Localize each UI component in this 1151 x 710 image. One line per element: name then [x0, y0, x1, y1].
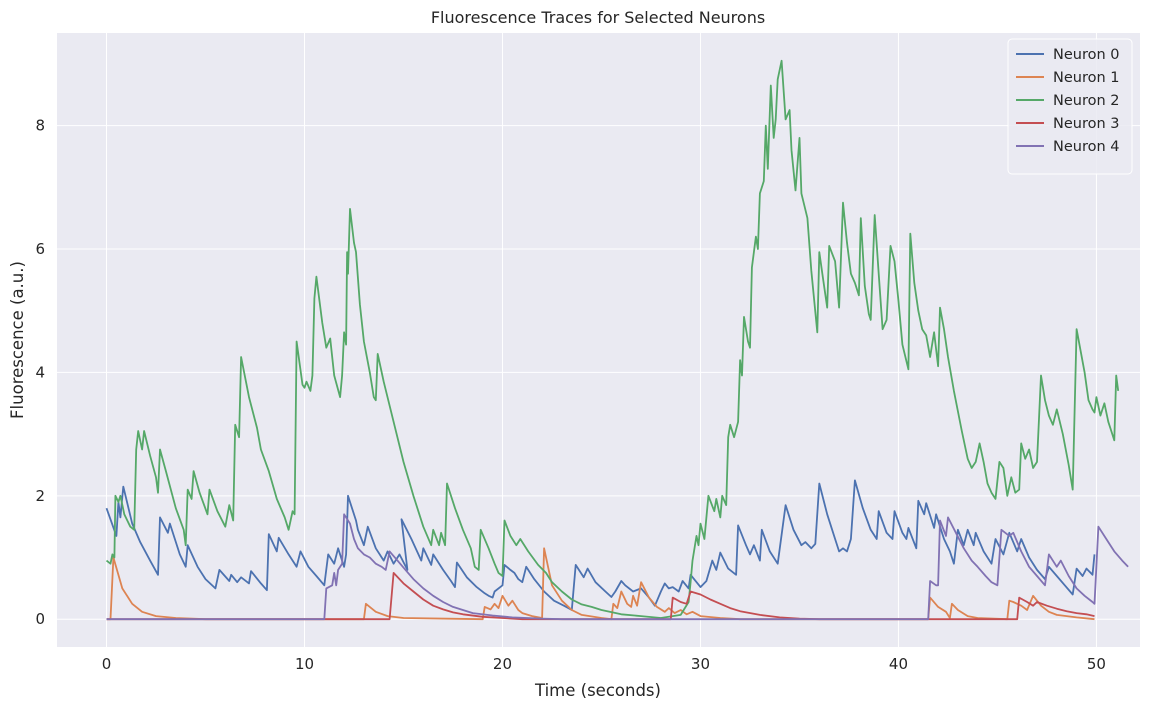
legend: Neuron 0 Neuron 1 Neuron 2 Neuron 3 Neuron 4: [1007, 38, 1133, 175]
x-tick-label: 30: [691, 655, 710, 673]
legend-box: [1007, 38, 1133, 175]
x-tick-labels: 0 10 20 30 40 50: [102, 655, 1106, 673]
legend-label: Neuron 1: [1053, 70, 1120, 86]
y-axis-label: Fluorescence (a.u.): [8, 261, 27, 419]
x-tick-label: 50: [1087, 655, 1106, 673]
chart-title: Fluorescence Traces for Selected Neurons: [431, 8, 765, 27]
series-lines: [105, 59, 1129, 621]
y-tick-label: 0: [35, 610, 45, 628]
plot-area: [57, 33, 1140, 647]
series-line-neuron-2: [105, 59, 1120, 619]
legend-label: Neuron 3: [1053, 116, 1120, 132]
x-axis-label: Time (seconds): [534, 681, 661, 700]
series-line-neuron-0: [105, 479, 1096, 611]
x-tick-label: 10: [295, 655, 314, 673]
x-tick-label: 40: [889, 655, 908, 673]
series-line-neuron-3: [106, 572, 1095, 621]
legend-label: Neuron 0: [1053, 47, 1120, 63]
legend-label: Neuron 2: [1053, 93, 1120, 109]
y-tick-label: 6: [35, 240, 45, 258]
y-tick-labels: 0 2 4 6 8: [35, 117, 45, 629]
y-tick-label: 4: [35, 363, 45, 381]
y-tick-label: 2: [35, 487, 45, 505]
x-tick-label: 20: [493, 655, 512, 673]
legend-label: Neuron 4: [1053, 139, 1120, 155]
series-line-neuron-4: [106, 513, 1129, 621]
x-tick-label: 0: [102, 655, 112, 673]
series-line-neuron-1: [106, 547, 1095, 621]
y-tick-label: 8: [35, 117, 45, 135]
